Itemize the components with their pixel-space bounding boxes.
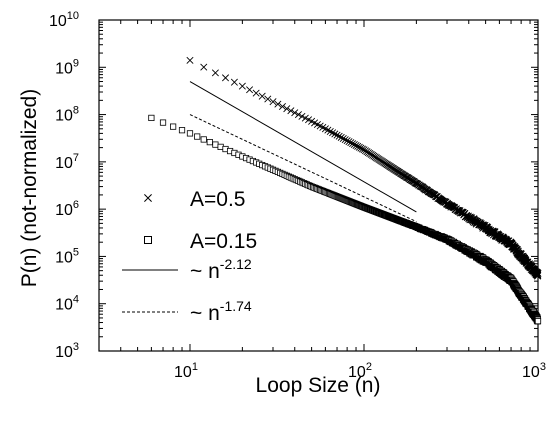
plot-frame [98, 19, 539, 352]
x-axis-label: Loop Size (n) [256, 374, 381, 397]
y-tick-label: 104 [55, 294, 79, 314]
data-point [194, 133, 201, 140]
data-point [337, 133, 345, 141]
data-point [283, 105, 291, 113]
data-point [206, 139, 213, 146]
y-tick-label: 107 [55, 152, 79, 172]
data-marks [148, 56, 542, 325]
y-tick-label: 108 [55, 105, 79, 125]
data-point [347, 139, 355, 147]
data-point [341, 136, 349, 144]
x-tick-label: 102 [348, 361, 372, 381]
data-point [335, 132, 343, 140]
data-point [269, 98, 277, 106]
data-point [354, 142, 362, 150]
data-point [294, 111, 302, 119]
axis-ticks [98, 20, 538, 352]
data-point [264, 95, 272, 103]
legend-label: ~ n-2.12 [190, 256, 252, 283]
data-point [148, 114, 155, 122]
series-square [148, 114, 542, 325]
data-point [230, 78, 238, 86]
data-point [274, 100, 282, 108]
data-point [326, 127, 334, 135]
data-point [534, 317, 542, 325]
data-point [349, 140, 357, 148]
data-point [278, 102, 286, 111]
legend: A=0.5 A=0.15 ~ n-2.12 ~ n-1.74 [122, 188, 257, 325]
data-point [350, 141, 358, 149]
legend-label: A=0.15 [190, 230, 257, 253]
data-point [159, 119, 167, 126]
data-point [258, 92, 266, 100]
data-point [186, 130, 194, 137]
y-tick-label: 109 [55, 57, 79, 77]
data-point [211, 69, 219, 77]
y-axis-label: P(n) (not-normalized) [18, 89, 41, 287]
y-tick-label: 1010 [49, 10, 79, 30]
legend-label: A=0.5 [190, 188, 245, 211]
data-point [200, 136, 207, 143]
data-point [534, 271, 542, 279]
axis-tick-labels: 101 102 103 103 104 105 106 107 108 109 1010 [49, 10, 546, 381]
y-tick-label: 103 [55, 341, 79, 361]
data-point [298, 112, 306, 120]
series-x [186, 56, 542, 280]
y-tick-label: 106 [55, 199, 79, 219]
data-point [178, 127, 186, 134]
x-tick-label: 101 [174, 361, 198, 381]
data-point [200, 63, 208, 71]
data-point [238, 82, 246, 90]
data-point [333, 131, 341, 139]
data-point [534, 269, 542, 277]
data-point [331, 130, 339, 138]
fit-line-dashed [189, 114, 417, 223]
x-tick-label: 103 [522, 361, 546, 381]
data-point [170, 123, 177, 130]
data-point [291, 109, 299, 117]
data-point [212, 141, 219, 148]
data-point [186, 56, 194, 64]
data-point [345, 138, 353, 146]
y-tick-label: 105 [55, 246, 79, 266]
data-point [352, 141, 360, 149]
data-point [221, 74, 230, 82]
data-point [339, 134, 347, 143]
fit-line-solid [189, 81, 417, 213]
data-point [329, 129, 337, 137]
fit-lines [189, 81, 417, 223]
data-point [246, 86, 254, 94]
data-point [252, 89, 260, 97]
legend-symbol-square [144, 236, 152, 244]
data-point [287, 107, 295, 115]
legend-label: ~ n-1.74 [190, 298, 252, 325]
data-point [343, 137, 351, 145]
legend-symbol-x [144, 194, 152, 202]
